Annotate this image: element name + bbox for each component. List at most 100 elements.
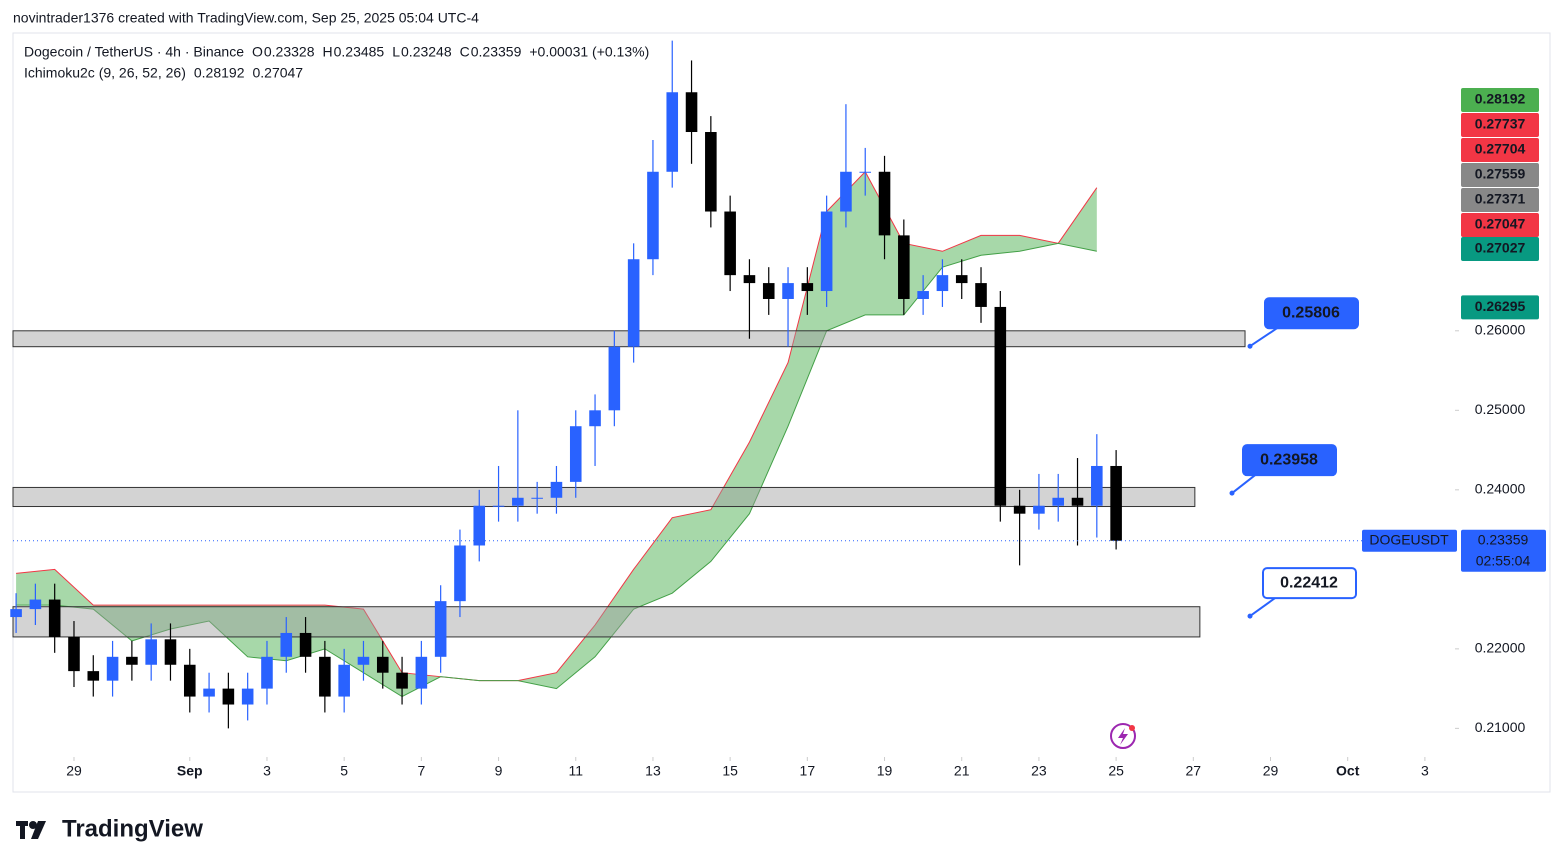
candle-body: [415, 656, 428, 689]
countdown: 02:55:04: [1476, 553, 1531, 569]
candle-body: [955, 275, 968, 284]
cloud-upper: [16, 170, 1098, 682]
candle-body: [898, 235, 910, 299]
candle-body: [550, 481, 563, 498]
candle-body: [627, 259, 640, 347]
x-tick-label: 3: [1421, 763, 1429, 779]
x-tick-label: 23: [1031, 763, 1047, 779]
candle-body: [994, 306, 1007, 506]
candle-body: [396, 672, 408, 689]
price-label-text: 0.28192: [1475, 91, 1526, 107]
candle-body: [975, 283, 987, 307]
x-tick-label: 19: [877, 763, 893, 779]
candle-body: [145, 639, 157, 665]
candle-body: [241, 688, 254, 705]
indicator-value: 0.27047: [252, 65, 303, 81]
indicator-name: Ichimoku2c (9, 26, 52, 26): [24, 65, 186, 81]
candle-body: [434, 601, 447, 657]
candle-body: [68, 636, 80, 672]
candle-body: [782, 283, 794, 299]
candle-body: [299, 632, 312, 657]
callout-tip: [1247, 613, 1253, 619]
x-tick-label: 15: [722, 763, 738, 779]
candle-body: [454, 545, 466, 602]
candle-body: [705, 132, 717, 212]
callout-tip: [1229, 490, 1235, 496]
candle-body: [512, 497, 524, 506]
candle-body: [840, 171, 852, 212]
ohlc-value: 0.23485: [334, 44, 385, 60]
ohlc-key: C: [460, 44, 470, 60]
x-tick-label: 11: [568, 763, 583, 779]
cloud-lower: [16, 242, 1097, 698]
candle-body: [1052, 497, 1065, 506]
price-label-text: 0.27737: [1475, 116, 1526, 132]
candle-body: [531, 497, 543, 499]
y-tick-label: 0.22000: [1475, 640, 1526, 656]
ohlc-value: 0.23359: [471, 44, 522, 60]
candle-body: [1110, 465, 1122, 541]
lightning-icon: [1110, 723, 1136, 749]
candle-body: [801, 283, 814, 292]
candle-body: [1033, 505, 1045, 514]
x-tick-label: 21: [954, 763, 970, 779]
candle-body: [338, 664, 350, 697]
x-tick-label: Sep: [177, 763, 203, 779]
candle-body: [492, 505, 505, 507]
callout-box: [1264, 297, 1359, 330]
callout-text: 0.23958: [1260, 451, 1318, 468]
candle-body: [357, 656, 370, 665]
candle-body: [261, 656, 273, 689]
x-tick-label: 3: [263, 763, 271, 779]
x-tick-label: 17: [800, 763, 816, 779]
candle-body: [878, 171, 891, 236]
candle-body: [126, 656, 138, 665]
price-label-text: 0.27027: [1475, 240, 1526, 256]
callout-text: 0.25806: [1282, 304, 1340, 321]
candle-body: [859, 171, 872, 173]
price-label: [1461, 188, 1539, 212]
last-price-tag: [1461, 529, 1546, 572]
price-label-text: 0.26295: [1475, 298, 1526, 314]
candle-body: [183, 664, 196, 697]
price-label: [1461, 88, 1539, 112]
price-label: [1461, 138, 1539, 162]
last-price-text: 0.23359: [1478, 532, 1529, 548]
candle-body: [48, 599, 61, 637]
candle-body: [473, 505, 486, 546]
candle-body: [29, 599, 42, 610]
symbol-tag: [1362, 529, 1457, 552]
x-tick-label: 9: [495, 763, 503, 779]
candle-body: [724, 211, 736, 276]
candle-body: [10, 609, 22, 618]
candle-body: [280, 632, 293, 657]
callout-pointer: [1249, 597, 1276, 617]
symbol-legend: Dogecoin / TetherUS · 4h · Binance: [24, 44, 244, 60]
candle-body: [666, 92, 679, 172]
callout-box: [1242, 444, 1337, 477]
price-label-text: 0.27559: [1475, 166, 1526, 182]
brand: TradingView: [62, 815, 203, 842]
x-tick-label: 29: [66, 763, 82, 779]
ohlc-key: L: [392, 44, 400, 60]
price-label: [1461, 113, 1539, 137]
candle-body: [222, 688, 235, 705]
callout-pointer: [1249, 327, 1278, 348]
y-tick-label: 0.24000: [1475, 481, 1526, 497]
indicator-value: 0.28192: [194, 65, 245, 81]
x-tick-label: 27: [1186, 763, 1202, 779]
candle-body: [376, 656, 389, 673]
candle-body: [917, 291, 929, 299]
callout-pointer: [1231, 474, 1256, 494]
x-tick-label: 7: [417, 763, 425, 779]
candle-body: [608, 346, 621, 411]
chart-frame: [12, 32, 1551, 793]
x-tick-label: 5: [340, 763, 348, 779]
candle-body: [762, 283, 775, 299]
logo-icon: [16, 821, 46, 839]
candle-body: [1013, 505, 1026, 514]
price-label: [1461, 163, 1539, 187]
candle-body: [569, 426, 582, 482]
ohlc-key: O: [252, 44, 263, 60]
